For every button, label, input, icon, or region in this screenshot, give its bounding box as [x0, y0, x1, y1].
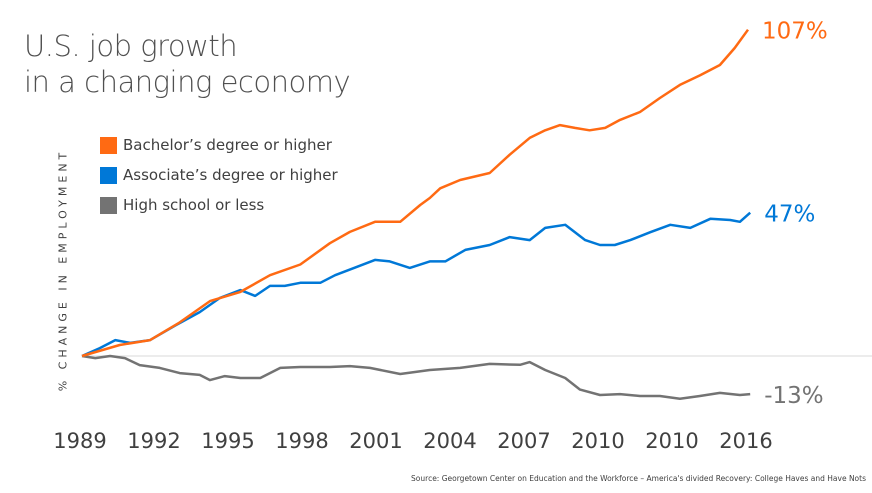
x-tick-label: 2016 [719, 429, 772, 453]
legend-label: Associate’s degree or higher [123, 166, 338, 184]
end-value-label-1: 47% [764, 202, 815, 228]
legend-item-associates: Associate’s degree or higher [100, 160, 338, 190]
series-line-0 [81, 28, 750, 358]
x-tick-label: 2007 [497, 429, 550, 453]
x-tick-label: 1992 [127, 429, 180, 453]
legend-swatch [100, 196, 117, 214]
legend-label: Bachelor’s degree or higher [123, 136, 332, 154]
x-tick-label: 1989 [53, 429, 106, 453]
x-tick-label: 1995 [201, 429, 254, 453]
legend-item-bachelors: Bachelor’s degree or higher [100, 130, 338, 160]
source-note: Source: Georgetown Center on Education a… [411, 474, 866, 483]
end-value-label-0: 107% [762, 19, 828, 45]
x-tick-label: 1998 [275, 429, 328, 453]
x-tick-label: 2004 [423, 429, 476, 453]
chart-title: U.S. job growth in a changing economy [24, 28, 351, 100]
series-line-1 [81, 211, 752, 358]
legend-item-high-school: High school or less [100, 190, 338, 220]
series-line-2 [81, 354, 751, 400]
x-tick-label: 2010 [645, 429, 698, 453]
title-line-2: in a changing economy [24, 65, 351, 99]
x-tick-label: 2001 [349, 429, 402, 453]
title-line-1: U.S. job growth [24, 29, 238, 63]
end-value-label-2: -13% [764, 383, 823, 409]
legend: Bachelor’s degree or higher Associate’s … [100, 130, 338, 220]
legend-label: High school or less [123, 196, 265, 214]
legend-swatch [100, 166, 117, 184]
x-tick-label: 2010 [571, 429, 624, 453]
legend-swatch [100, 136, 117, 154]
